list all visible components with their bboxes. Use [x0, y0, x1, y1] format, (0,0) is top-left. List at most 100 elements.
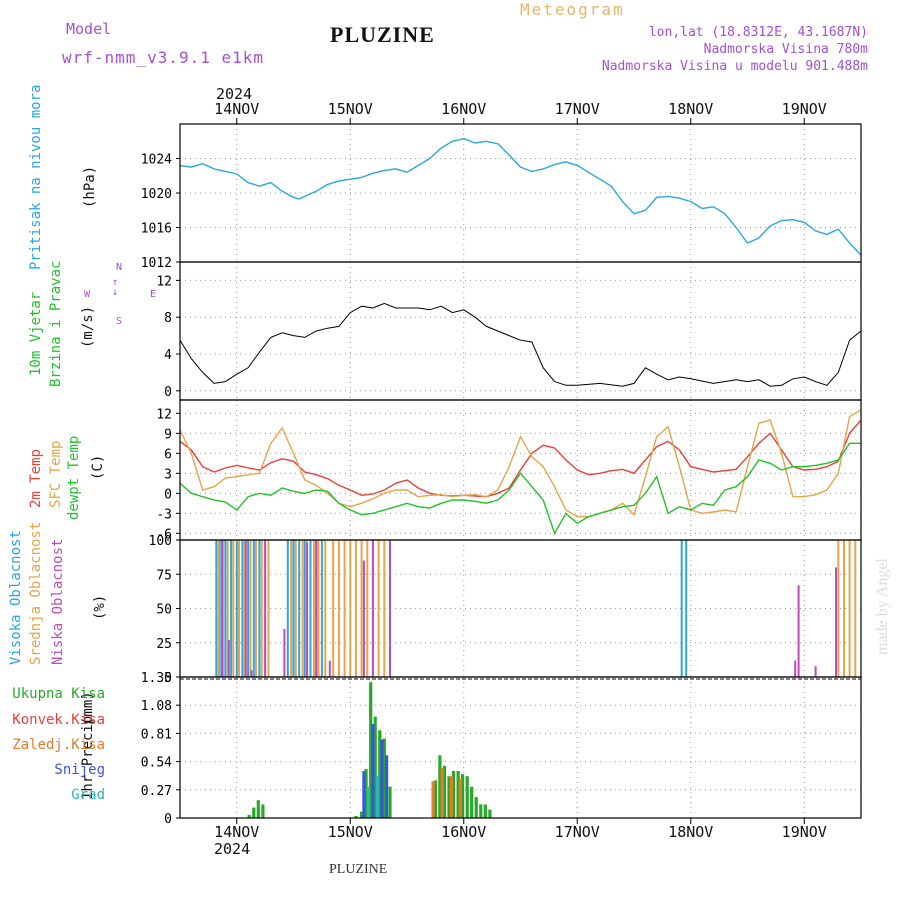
y-tick-label: 1012 [141, 256, 172, 271]
bar-total [456, 771, 460, 818]
bar-mid [843, 540, 845, 677]
bar-total [388, 786, 392, 818]
compass-n: N [116, 262, 123, 273]
x-tick-label-bottom: 14NOV [214, 823, 259, 841]
bar-mid [238, 540, 240, 677]
bar-mid [301, 540, 304, 677]
bar-mid [226, 540, 229, 677]
bar-mid [317, 540, 320, 677]
bar-frz [458, 778, 462, 818]
bar-high [292, 540, 295, 677]
bar-mid [383, 540, 386, 677]
y-tick-label: 0 [164, 671, 172, 686]
bar-frz [431, 781, 435, 818]
model-altitude-label: Nadmorska Visina u modelu 901.488m [601, 59, 868, 74]
bar-mid [343, 540, 346, 677]
bar-total [438, 755, 442, 818]
y-tick-label: 6 [164, 447, 172, 462]
x-tick-label-bottom: 17NOV [555, 823, 600, 841]
bar-snow [371, 724, 375, 818]
bar-low [371, 540, 374, 677]
bar-total [465, 776, 469, 818]
bar-mid [232, 540, 235, 677]
bar-low [264, 540, 267, 677]
bar-mid [312, 540, 315, 677]
bar-low [227, 640, 230, 677]
lonlat-label: lon,lat (18.8312E, 43.1687N) [648, 25, 868, 40]
bar-low [250, 670, 253, 677]
bar-total [373, 716, 377, 818]
y-tick-label: 8 [164, 311, 172, 326]
bar-low [362, 560, 365, 677]
y-tick-label: 0 [164, 487, 172, 502]
y-tick-label: 0.27 [141, 784, 172, 799]
bar-total [461, 774, 465, 818]
bar-high [224, 540, 227, 677]
bar-high [680, 540, 683, 677]
bar-mid [249, 540, 252, 677]
bar-snow [362, 771, 366, 818]
bar-high [252, 540, 255, 677]
x-tick-label-top: 18NOV [668, 100, 713, 118]
bar-mid [837, 540, 840, 677]
series-line-sfc [179, 409, 862, 518]
bar-total [382, 738, 386, 818]
bar-total [360, 811, 364, 818]
bar-high [320, 540, 323, 677]
series-line-pressure [179, 137, 862, 256]
bar-mid [217, 540, 220, 677]
bar-total [488, 809, 492, 818]
bar-low [794, 660, 797, 677]
compass-s: S [116, 316, 123, 327]
y-tick-label: 0.81 [141, 727, 172, 742]
bar-snow [380, 739, 384, 818]
x-tick-label-bottom: 15NOV [328, 823, 373, 841]
y-tick-label: 12 [156, 274, 172, 289]
bar-total [378, 730, 382, 818]
bar-high [235, 540, 238, 677]
bar-high [303, 540, 306, 677]
y-tick-label: 9 [164, 427, 172, 442]
bar-low [835, 567, 837, 677]
bar-total [479, 804, 483, 818]
bar-total [256, 800, 260, 818]
bar-grad [366, 786, 370, 818]
panel-frame [179, 676, 862, 819]
legend-total: Ukupna Kisa [12, 686, 105, 702]
bar-mid [377, 540, 380, 677]
bar-total [433, 780, 437, 818]
bar-high [247, 540, 250, 677]
bar-frz [440, 767, 444, 818]
model-name: wrf-nmm_v3.9.1 e1km [62, 48, 265, 67]
bar-total [369, 682, 373, 818]
bar-low [797, 585, 800, 677]
y-tick-label: 25 [156, 637, 172, 652]
bar-low [315, 540, 318, 677]
x-tick-label-top: 14NOV [214, 100, 259, 118]
y-tick-label: -3 [156, 507, 172, 522]
bar-mid [255, 540, 257, 677]
altitude-label: Nadmorska Visina 780m [703, 42, 868, 57]
series-line-wind_speed [179, 302, 862, 387]
footer-station: PLUZINE [329, 862, 388, 877]
y-tick-label: 1016 [141, 222, 172, 237]
compass-e: E [150, 289, 157, 300]
bar-high [309, 540, 312, 677]
y-tick-label: 0 [164, 812, 172, 827]
bar-total [442, 765, 447, 818]
x-tick-label-bottom: 18NOV [668, 823, 713, 841]
y-tick-label: 0 [164, 385, 172, 400]
bar-total [364, 768, 368, 818]
bar-snow [385, 755, 389, 818]
y-tick-label: 75 [156, 568, 172, 583]
bar-mid [337, 540, 340, 677]
panel-frame [179, 261, 862, 401]
y-tick-label: 0.54 [141, 756, 172, 771]
bar-total [474, 797, 478, 818]
bar-mid [267, 540, 270, 677]
x-tick-label-top: 15NOV [328, 100, 373, 118]
bar-mid [848, 540, 851, 677]
bar-mid [366, 540, 369, 677]
x-tick-label-bottom: 19NOV [782, 823, 827, 841]
